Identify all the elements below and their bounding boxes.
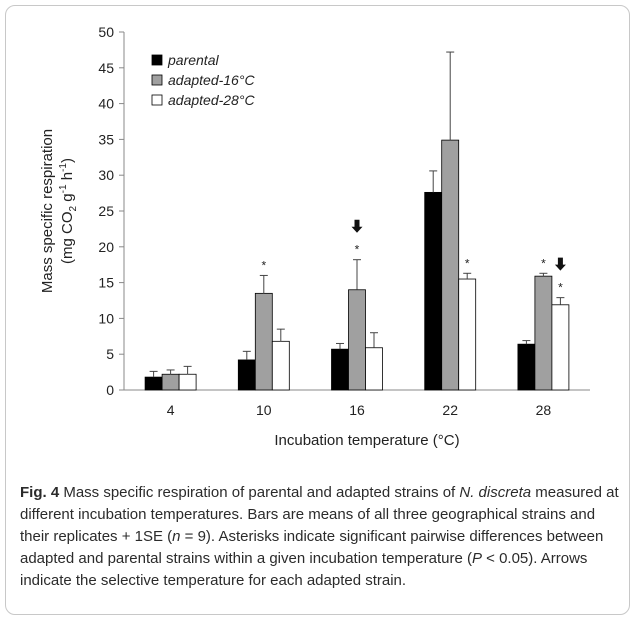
significance-asterisk: * [558, 281, 563, 295]
y-tick-label-15: 15 [98, 275, 114, 291]
down-arrow-icon [555, 258, 566, 271]
bar-parental-22 [425, 192, 442, 390]
caption-p-symbol: P [472, 550, 482, 567]
bar-adapted-28°C-10 [272, 341, 289, 390]
figure-caption: Fig. 4 Mass specific respiration of pare… [20, 482, 620, 592]
bar-parental-4 [145, 377, 162, 390]
bar-adapted-28°C-4 [179, 374, 196, 390]
y-axis-title-line2: (mg CO2 g-1 h-1) [58, 158, 79, 264]
legend-swatch-adapted-16°C [152, 75, 162, 85]
bar-parental-10 [238, 360, 255, 390]
significance-asterisk: * [355, 243, 360, 257]
x-tick-label-4: 4 [167, 402, 175, 418]
y-tick-label-25: 25 [98, 203, 114, 219]
caption-text-1: Mass specific respiration of parental an… [59, 484, 459, 501]
y-tick-label-10: 10 [98, 310, 114, 326]
x-axis-title: Incubation temperature (°C) [274, 432, 459, 449]
bar-adapted-16°C-10 [255, 293, 272, 390]
significance-asterisk: * [541, 256, 546, 270]
bar-parental-16 [332, 349, 349, 390]
significance-asterisk: * [465, 256, 470, 270]
y-axis-title-line1: Mass specific respiration [39, 129, 56, 293]
y-tick-label-30: 30 [98, 167, 114, 183]
x-tick-label-28: 28 [536, 402, 552, 418]
y-tick-label-5: 5 [106, 346, 114, 362]
figure-label: Fig. 4 [20, 484, 59, 501]
x-tick-label-16: 16 [349, 402, 365, 418]
caption-n-symbol: n [172, 528, 180, 545]
legend-label-adapted-16°C: adapted-16°C [168, 72, 255, 88]
bar-chart: 0 5 10 15 20 25 30 35 40 45 50 4 10 16 22 28 Incubation … [0, 0, 637, 480]
legend-label-parental: parental [167, 52, 219, 68]
bar-adapted-28°C-28 [552, 305, 569, 390]
caption-species: N. discreta [459, 484, 531, 501]
y-tick-label-45: 45 [98, 60, 114, 76]
y-tick-label-40: 40 [98, 96, 114, 112]
y-tick-label-20: 20 [98, 239, 114, 255]
bar-adapted-16°C-22 [442, 140, 459, 390]
y-tick-label-35: 35 [98, 131, 114, 147]
bar-adapted-16°C-28 [535, 276, 552, 390]
bar-adapted-28°C-22 [459, 279, 476, 390]
y-tick-label-0: 0 [106, 382, 114, 398]
bar-adapted-16°C-16 [349, 290, 366, 390]
y-tick-label-50: 50 [98, 24, 114, 40]
legend-swatch-adapted-28°C [152, 95, 162, 105]
x-tick-label-10: 10 [256, 402, 272, 418]
legend-swatch-parental [152, 55, 162, 65]
x-tick-label-22: 22 [442, 402, 458, 418]
bar-parental-28 [518, 344, 535, 390]
down-arrow-icon [352, 220, 363, 233]
bar-adapted-28°C-16 [366, 348, 383, 390]
legend-label-adapted-28°C: adapted-28°C [168, 92, 255, 108]
significance-asterisk: * [261, 258, 266, 272]
bar-adapted-16°C-4 [162, 374, 179, 390]
